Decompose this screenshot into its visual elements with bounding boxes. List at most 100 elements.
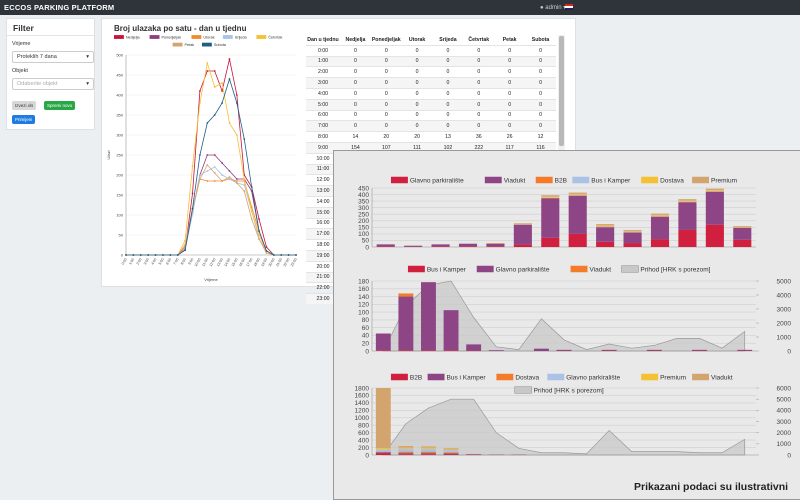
table-cell: 0 — [340, 88, 371, 99]
legend-swatch — [428, 374, 445, 381]
point — [258, 218, 260, 220]
bar-segment — [624, 230, 642, 231]
y-tick-label: 120 — [358, 302, 369, 309]
header-cell: Subota — [525, 35, 556, 45]
bar-segment — [624, 231, 642, 232]
user-name[interactable]: admin — [545, 5, 561, 11]
bar-segment — [398, 350, 413, 351]
table-cell: 0 — [433, 99, 464, 110]
user-menu[interactable]: ● admin ▾ — [540, 4, 566, 11]
table-cell: 0 — [371, 88, 402, 99]
bar-segment — [398, 452, 413, 453]
legend-swatch — [114, 35, 124, 39]
y-tick-label: 150 — [116, 192, 123, 197]
bar-segment — [444, 454, 459, 455]
y2-tick-label: 1000 — [777, 334, 792, 341]
header-cell: Nedjelja — [340, 35, 371, 45]
scrollbar[interactable] — [558, 35, 565, 155]
apply-button[interactable]: Primijeni — [12, 115, 35, 124]
point — [266, 250, 268, 252]
table-cell: 0 — [463, 56, 494, 67]
legend-label: Premium — [660, 374, 686, 381]
bar-segment — [444, 350, 459, 351]
point — [280, 254, 282, 256]
flag[interactable] — [565, 4, 573, 10]
y-tick-label: 300 — [358, 205, 369, 212]
y-tick-label: 100 — [358, 309, 369, 316]
legend-label: Subota — [214, 43, 227, 47]
point — [236, 94, 238, 96]
table-cell: 2:00 — [306, 67, 340, 78]
y-tick-label: 1800 — [355, 385, 370, 392]
bar-segment — [444, 452, 459, 453]
table-cell: 0 — [525, 88, 556, 99]
legend-label: B2B — [555, 177, 567, 184]
point — [214, 172, 216, 174]
bar-segment — [376, 448, 391, 449]
table-cell: 14 — [340, 132, 371, 143]
point — [229, 176, 231, 178]
point — [266, 252, 268, 254]
legend-label: Četvrtak — [268, 34, 282, 39]
export-button[interactable]: Izvezi xls — [12, 101, 36, 110]
table-cell: 0 — [463, 78, 494, 89]
bar-segment — [404, 246, 422, 247]
y-tick-label: 400 — [358, 437, 369, 444]
bar-segment — [624, 243, 642, 247]
legend-swatch — [547, 374, 564, 381]
bar-segment — [706, 189, 724, 190]
legend-swatch — [496, 374, 513, 381]
legend-swatch — [150, 35, 160, 39]
y-tick-label: 150 — [358, 225, 369, 232]
object-select[interactable]: Odaberite objekt▾ — [12, 78, 94, 90]
y-tick-label: 450 — [116, 72, 123, 77]
point — [243, 184, 245, 186]
legend-label: Premium — [711, 177, 737, 184]
header-cell: Srijeda — [433, 35, 464, 45]
point — [147, 254, 149, 256]
bar-segment — [421, 448, 436, 449]
y-tick-label: 0 — [365, 244, 369, 251]
y-tick-label: 250 — [358, 211, 369, 218]
bar-segment — [651, 214, 669, 215]
line-chart: 050100150200250300350400450500UlaziVrije… — [104, 33, 302, 285]
legend-swatch — [485, 177, 502, 184]
header-cell: Četvrtak — [463, 35, 494, 45]
point — [206, 70, 208, 72]
save-button[interactable]: Spremi novo — [44, 101, 75, 110]
table-cell: 0 — [463, 67, 494, 78]
bar-segment — [444, 454, 459, 455]
bar-segment — [706, 191, 724, 192]
point — [192, 193, 194, 195]
bar-segment — [398, 454, 413, 455]
time-label: Vrijeme — [12, 41, 30, 47]
legend-label: Dostava — [515, 374, 539, 381]
table-cell: 0:00 — [306, 45, 340, 56]
legend-swatch — [191, 35, 201, 39]
brand[interactable]: ECCOS PARKING PLATFORM — [4, 3, 114, 12]
legend-label: Srijeda — [235, 35, 248, 39]
bar-segment — [596, 242, 614, 247]
time-select[interactable]: Proteklih 7 dana▾ — [12, 51, 94, 63]
bar-segment — [678, 199, 696, 200]
table-cell: 0 — [525, 56, 556, 67]
table-cell: 0 — [371, 45, 402, 56]
bar-segment — [678, 202, 696, 230]
y-tick-label: 1000 — [355, 415, 370, 422]
y-tick-label: 500 — [116, 52, 123, 57]
table-cell: 12 — [525, 132, 556, 143]
point — [206, 122, 208, 124]
bar-segment — [557, 350, 572, 351]
table-cell: 20 — [402, 132, 433, 143]
header-cell: Petak — [494, 35, 525, 45]
point — [229, 78, 231, 80]
table-cell: 0 — [402, 56, 433, 67]
point — [229, 122, 231, 124]
y-tick-label: 0 — [121, 252, 124, 257]
table-cell: 0 — [433, 78, 464, 89]
point — [206, 170, 208, 172]
table-cell: 0 — [402, 78, 433, 89]
table-cell: 0 — [340, 56, 371, 67]
